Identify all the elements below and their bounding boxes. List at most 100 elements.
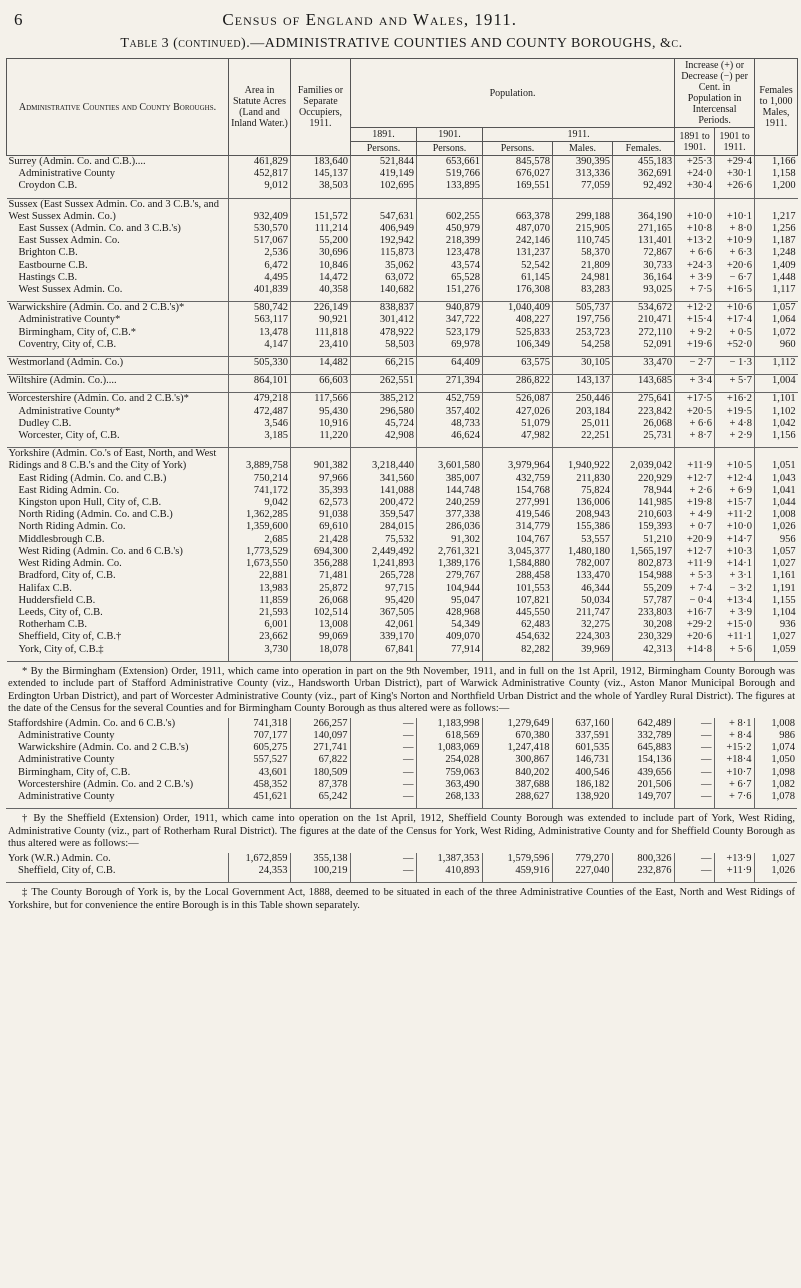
- cell: 26,068: [611, 417, 675, 431]
- cell: 55,209: [611, 582, 675, 595]
- cell: +15·4: [674, 314, 715, 327]
- cell: +13·9: [713, 852, 754, 865]
- cell: 23,410: [290, 338, 351, 352]
- cell: [714, 442, 755, 449]
- cell: 87,378: [289, 778, 350, 791]
- row-name: Halifax C.B.: [18, 582, 72, 594]
- cell: 52,542: [482, 259, 553, 272]
- cell: 42,061: [350, 619, 417, 632]
- cell: 676,027: [482, 168, 553, 181]
- cell: 1,044: [754, 497, 798, 510]
- cell: 154,768: [482, 484, 553, 498]
- table-row: Brighton C.B. 2,536 30,696 115,873 123,478 13…: [7, 247, 798, 260]
- cell: + 0·5: [714, 326, 755, 339]
- table-row: West Sussex Admin. Co. 401,839 40,358 140,6…: [7, 284, 798, 297]
- cell: 521,844: [350, 155, 417, 169]
- cell: 23,662: [228, 631, 291, 644]
- cell: 140,097: [289, 729, 350, 743]
- cell: 149,707: [611, 790, 674, 804]
- cell: + 7·5: [674, 284, 715, 297]
- footnotes: * By the Birmingham (Extension) Order, 1…: [6, 666, 797, 912]
- col-ratio: Females to 1,000 Males, 1911.: [754, 58, 799, 156]
- cell: 3,546: [228, 417, 291, 431]
- cell: 1,359,600: [228, 521, 291, 534]
- cell: 47,982: [482, 430, 553, 443]
- col-year: 1891.: [350, 127, 417, 142]
- cell: 141,088: [350, 484, 417, 498]
- cell: [611, 803, 674, 810]
- cell: [350, 369, 417, 376]
- cell: 54,349: [416, 619, 483, 632]
- cell: 461,829: [228, 155, 291, 169]
- cell: 90,921: [290, 314, 351, 327]
- cell: 30,105: [552, 356, 613, 370]
- row-name: Hastings C.B.: [18, 271, 78, 283]
- cell: [611, 655, 675, 662]
- cell: 242,146: [482, 235, 553, 248]
- cell: [416, 192, 483, 199]
- cell: 77,059: [552, 180, 613, 193]
- cell: 230,329: [611, 631, 675, 644]
- cell: +10·7: [713, 766, 754, 779]
- cell: 277,991: [482, 497, 553, 510]
- cell: 271,165: [611, 223, 675, 236]
- cell: —: [349, 852, 416, 865]
- cell: 220,929: [611, 472, 675, 485]
- cell: [482, 442, 553, 449]
- cell: [714, 655, 755, 662]
- cell: 1,565,197: [611, 545, 675, 559]
- row-name: Administrative County: [18, 168, 116, 180]
- cell: 39,969: [552, 643, 613, 656]
- table-row: Administrative County 707,177 140,097—618,…: [6, 729, 797, 743]
- cell: 409,070: [416, 631, 483, 644]
- cell: 759,063: [415, 766, 482, 779]
- cell: 337,591: [551, 729, 612, 743]
- cell: 385,007: [416, 472, 483, 485]
- cell: 279,767: [416, 570, 483, 583]
- cell: 526,087: [482, 392, 553, 406]
- row-name: Bradford, City of, C.B.: [18, 570, 116, 582]
- cell: 136,006: [552, 497, 613, 510]
- cell: − 3·2: [714, 582, 755, 595]
- cell: +13·2: [674, 235, 715, 248]
- row-name: Huddersfield C.B.: [18, 594, 96, 606]
- cell: 265,728: [350, 570, 417, 583]
- cell: 154,988: [611, 570, 675, 583]
- cell: 401,839: [228, 284, 291, 297]
- table-row: York (W.R.) Admin. Co. 1,672,859 355,138—1…: [6, 852, 797, 865]
- cell: 13,983: [228, 582, 291, 595]
- row-name: Administrative County: [18, 729, 115, 741]
- row-name: Yorkshire (Admin. Co.'s of East, North, …: [8, 448, 217, 472]
- cell: 547,631: [350, 198, 417, 224]
- cell: 143,685: [611, 374, 675, 388]
- cell: 9,042: [228, 497, 291, 510]
- cell: 268,133: [415, 790, 482, 804]
- cell: 284,015: [350, 521, 417, 534]
- cell: 13,008: [290, 619, 351, 632]
- cell: 530,570: [228, 223, 291, 236]
- cell: [416, 296, 483, 303]
- cell: 6,472: [228, 259, 291, 272]
- cell: [714, 192, 755, 199]
- cell: + 7·6: [713, 790, 754, 804]
- cell: [416, 442, 483, 449]
- cell: 9,012: [228, 180, 291, 193]
- cell: 1,191: [754, 582, 798, 595]
- cell: [290, 296, 351, 303]
- cell: 642,489: [611, 717, 674, 730]
- cell: [754, 192, 798, 199]
- group-rule: [6, 803, 797, 810]
- cell: —: [349, 778, 416, 791]
- cell: 97,966: [290, 472, 351, 485]
- cell: [6, 442, 229, 449]
- cell: 1,584,880: [482, 558, 553, 571]
- footnote: * By the Birmingham (Extension) Order, 1…: [8, 665, 795, 715]
- cell: 133,470: [552, 570, 613, 583]
- row-name: Sussex (East Sussex Admin. Co. and 3 C.B…: [8, 198, 219, 222]
- cell: 472,487: [228, 405, 291, 418]
- running-header: 6 Census of England and Wales, 1911.: [14, 10, 787, 30]
- cell: 458,352: [227, 778, 290, 791]
- col-population: Population.: [349, 58, 676, 128]
- cell: —: [673, 754, 714, 767]
- cell: 645,883: [611, 742, 674, 755]
